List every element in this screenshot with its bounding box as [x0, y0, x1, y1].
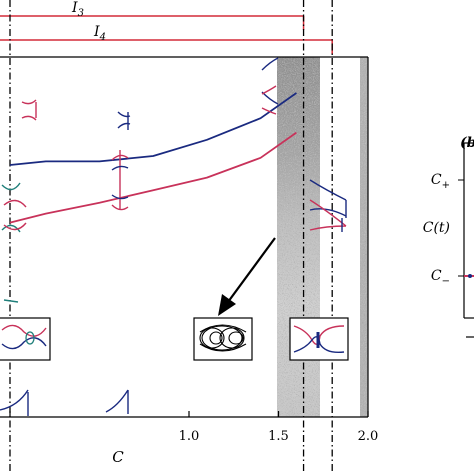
x-tick-label-0: 1.0: [179, 429, 200, 444]
inset-middle: [193, 317, 253, 361]
bracket-label-0: I3: [71, 0, 84, 19]
inset-left: [0, 317, 51, 361]
arrow: [218, 237, 276, 316]
bracket-label-1: I4: [93, 24, 106, 43]
x-axis-ticks: 1.0 1.5 2.0: [9, 411, 379, 444]
right-panel-corner-label: (b: [460, 135, 474, 151]
series-line-blue: [9, 92, 297, 166]
x-tick-label-1: 1.5: [268, 429, 289, 444]
right-panel-label-cplus: C+: [431, 172, 450, 191]
right-panel-label-ct: C(t): [423, 220, 450, 236]
series-line-red: [9, 131, 297, 224]
chaotic-region: [277, 57, 368, 417]
plot-frame: [0, 56, 369, 418]
dash-dot-lines: [9, 0, 333, 474]
series-curves: [9, 92, 297, 224]
x-tick-label-2: 2.0: [358, 429, 379, 444]
interval-brackets: I3 I4: [0, 0, 333, 54]
right-panel: (b C+ C(t) C−: [423, 135, 474, 338]
x-axis-label: C: [112, 448, 124, 466]
right-panel-label-cminus: C−: [431, 268, 450, 287]
inset-right: [289, 317, 349, 361]
orbit-glyphs: [0, 57, 347, 416]
